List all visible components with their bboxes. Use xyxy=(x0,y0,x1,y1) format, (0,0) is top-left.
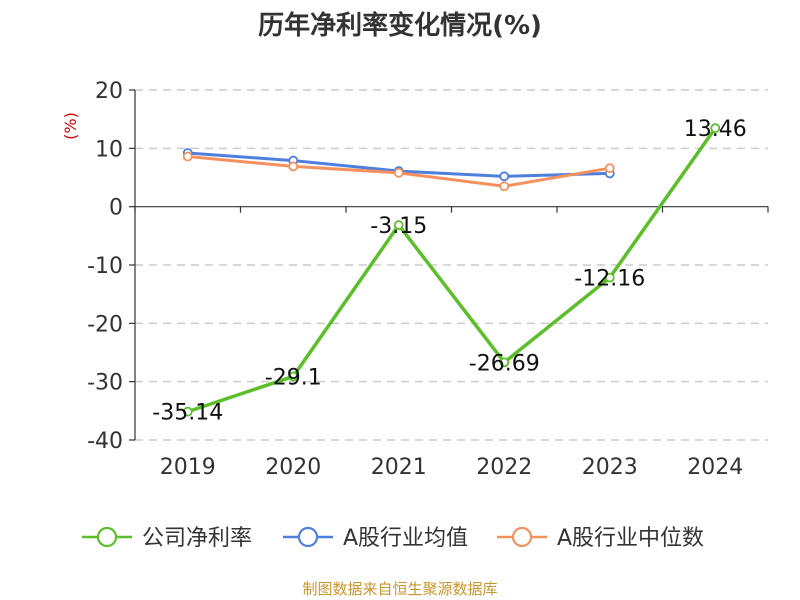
data-point xyxy=(182,406,193,417)
y-tick-label: -30 xyxy=(87,371,123,396)
legend-swatch-marker xyxy=(96,526,118,548)
legend-swatch-marker xyxy=(511,526,533,548)
source-note: 制图数据来自恒生聚源数据库 xyxy=(302,580,497,598)
data-point xyxy=(288,371,299,382)
data-point xyxy=(393,220,404,230)
legend-swatch-marker xyxy=(297,526,319,548)
data-label: -29.1 xyxy=(265,365,322,390)
x-tick-label: 2021 xyxy=(371,455,427,480)
y-unit-label: (%) xyxy=(61,112,80,140)
data-point xyxy=(182,151,193,162)
x-tick-label: 2020 xyxy=(265,455,321,480)
y-tick-label: 10 xyxy=(95,137,123,162)
series-line-0 xyxy=(187,127,717,414)
data-label: -26.69 xyxy=(469,351,540,376)
grid-lines xyxy=(135,89,768,441)
data-point xyxy=(604,163,615,174)
data-point xyxy=(288,161,299,172)
data-point xyxy=(604,272,615,283)
axes xyxy=(129,89,769,441)
x-tick-label: 2024 xyxy=(687,455,743,480)
y-tick-label: -20 xyxy=(87,312,123,337)
data-point xyxy=(499,171,510,182)
y-tick-labels: 20 10 0 -10 -20 -30 -40 xyxy=(87,79,123,454)
data-point xyxy=(499,357,510,368)
data-label: -12.16 xyxy=(574,267,645,292)
x-tick-label: 2019 xyxy=(160,455,216,480)
data-labels: -35.14 -29.1 -3.15 -26.69 -12.16 13.46 xyxy=(152,117,746,426)
data-label: -3.15 xyxy=(370,214,427,239)
data-point xyxy=(710,123,721,134)
y-tick-label: -40 xyxy=(87,429,123,454)
y-tick-label: 0 xyxy=(109,196,123,221)
legend-label: A股行业中位数 xyxy=(557,526,704,551)
legend: 公司净利率 A股行业均值 A股行业中位数 xyxy=(82,526,704,551)
x-tick-labels: 2019 2020 2021 2022 2023 2024 xyxy=(160,455,744,480)
x-tick-label: 2023 xyxy=(582,455,638,480)
chart-title: 历年净利率变化情况(%) xyxy=(258,10,542,41)
data-label: -35.14 xyxy=(152,401,223,426)
data-point xyxy=(499,181,510,192)
legend-label: 公司净利率 xyxy=(142,526,252,551)
x-tick-label: 2022 xyxy=(476,455,532,480)
data-point xyxy=(393,167,404,178)
series-group xyxy=(182,123,721,417)
y-tick-label: -10 xyxy=(87,254,123,279)
y-tick-label: 20 xyxy=(95,79,123,104)
data-label: 13.46 xyxy=(684,117,747,142)
legend-label: A股行业均值 xyxy=(343,526,468,551)
